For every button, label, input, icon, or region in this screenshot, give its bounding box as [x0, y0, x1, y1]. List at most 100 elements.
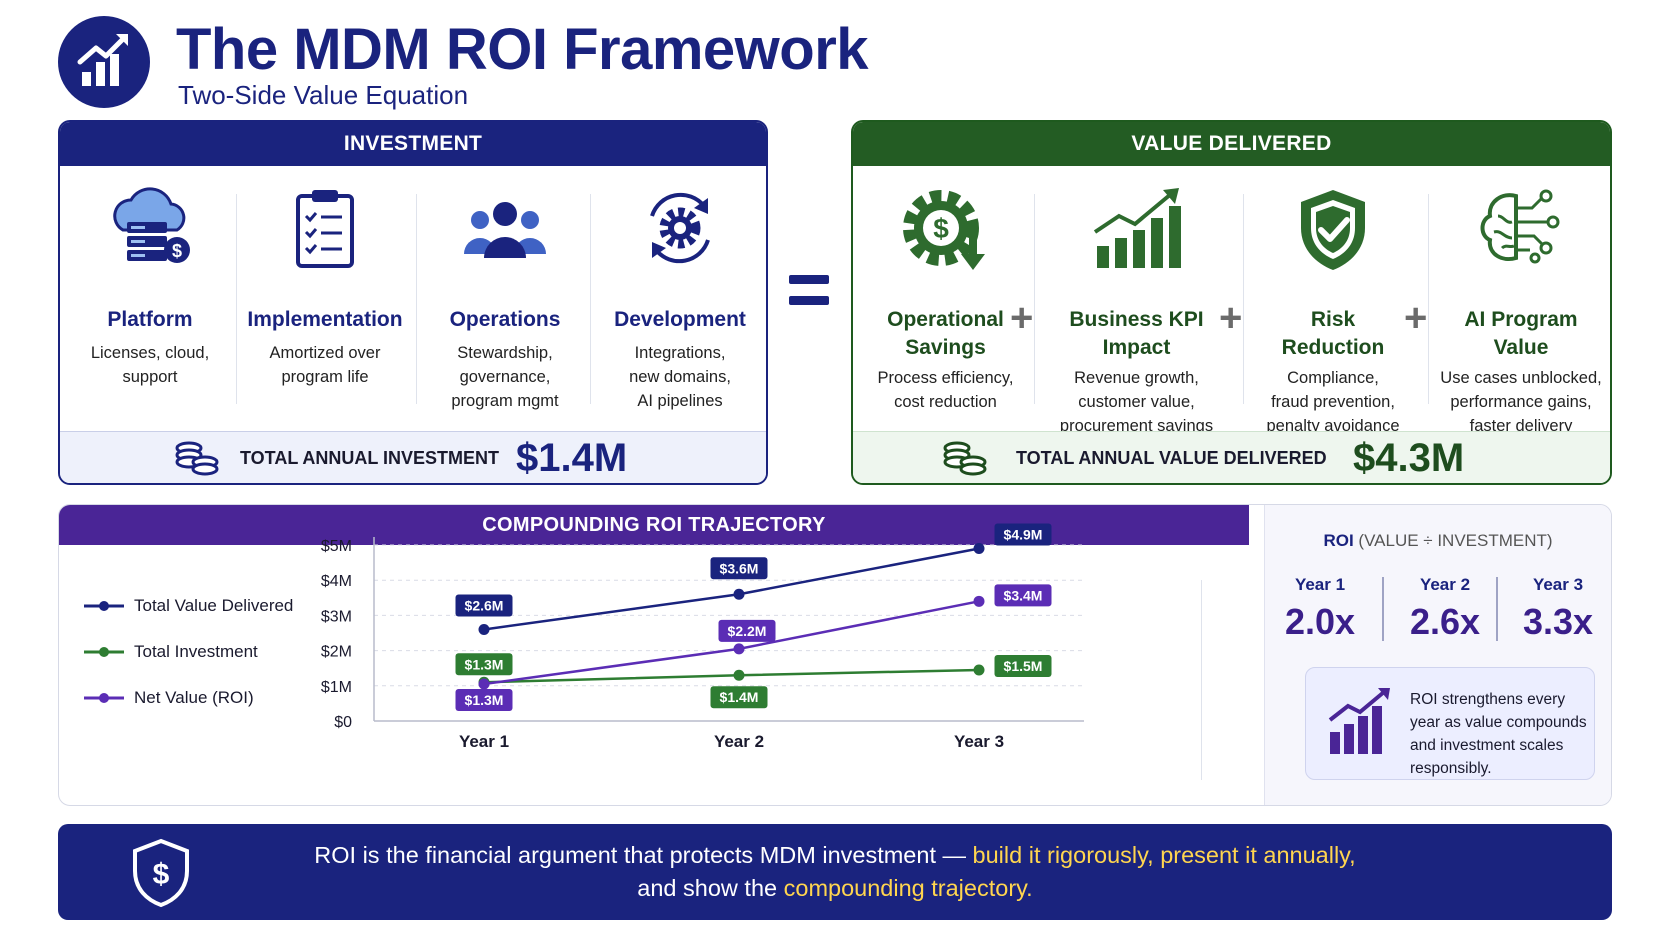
data-point: [733, 588, 745, 600]
desc-line: faster delivery: [1469, 417, 1573, 435]
investment-heading: INVESTMENT: [60, 122, 766, 166]
desc-line: support: [122, 368, 178, 386]
data-label-bg: [710, 557, 768, 580]
banner-line-1: ROI is the financial argument that prote…: [58, 842, 1612, 869]
banner-line-2: and show the compounding trajectory.: [58, 875, 1612, 902]
growth-bars-icon: [1091, 186, 1183, 279]
data-point: [973, 595, 985, 607]
desc-line: Licenses, cloud,: [90, 344, 210, 362]
coin-stack-icon: [943, 440, 987, 481]
y-tick-label: $2M: [321, 644, 352, 661]
data-label: $2.6M: [465, 597, 504, 613]
value-item-operational-savings: $ Operational Savings Process efficiency…: [863, 166, 1028, 426]
investment-total-label: TOTAL ANNUAL INVESTMENT: [240, 448, 500, 468]
equals-icon: [789, 275, 829, 307]
investment-item-name: Implementation: [247, 308, 403, 331]
data-label-bg: [994, 584, 1052, 607]
ai-brain-icon: [1476, 186, 1566, 275]
investment-item-name: Development: [614, 308, 746, 331]
value-item-desc: Use cases unblocked, performance gains, …: [1431, 366, 1610, 438]
investment-item-desc: Amortized over program life: [240, 341, 410, 389]
legend-label: Total Investment: [134, 642, 258, 661]
value-total-label: TOTAL ANNUAL VALUE DELIVERED: [1016, 448, 1327, 468]
data-label: $1.4M: [720, 689, 759, 705]
roi-note-text: ROI strengthens every year as value comp…: [1410, 691, 1587, 777]
roi-year-label: Year 3: [1532, 575, 1584, 594]
value-item-name: Business KPI Impact: [1039, 306, 1234, 362]
desc-line: Process efficiency,: [877, 369, 1014, 387]
value-panel: VALUE DELIVERED $ Operational Savings Pr…: [851, 120, 1612, 485]
divider: [1201, 580, 1202, 780]
divider: [1034, 194, 1035, 404]
data-label: $3.4M: [1004, 587, 1043, 603]
desc-line: Amortized over: [269, 344, 381, 362]
legend-label: Total Value Delivered: [134, 596, 294, 615]
clipboard-checklist-icon: [290, 186, 360, 275]
desc-line: cost reduction: [894, 393, 997, 411]
data-label-bg: [718, 619, 776, 642]
roi-year-label: Year 1: [1294, 575, 1346, 594]
roi-year-value: 2.6x: [1409, 601, 1481, 642]
value-items: $ Operational Savings Process efficiency…: [853, 166, 1610, 436]
value-item-name: Operational Savings: [863, 306, 1028, 362]
data-point: [478, 678, 490, 690]
roi-title-rest: (VALUE ÷ INVESTMENT): [1358, 531, 1553, 550]
desc-line: new domains,: [629, 368, 731, 386]
investment-total-value: $1.4M: [516, 436, 628, 480]
investment-item-implementation: Implementation Amortized over program li…: [240, 166, 410, 426]
data-label: $3.6M: [720, 560, 759, 576]
plus-icon: +: [1010, 296, 1034, 340]
roi-year-1: Year 1 2.0x: [1265, 575, 1375, 643]
data-point: [478, 623, 490, 635]
data-label: $1.3M: [465, 656, 504, 672]
desc-line: program mgmt: [451, 392, 559, 410]
desc-line: Stewardship,: [457, 344, 553, 362]
banner-highlight: compounding trajectory.: [783, 875, 1033, 901]
desc-line: fraud prevention,: [1271, 393, 1395, 411]
banner-text: ROI is the financial argument that prote…: [314, 842, 973, 868]
investment-item-desc: Licenses, cloud, support: [70, 341, 230, 389]
value-total-bar: TOTAL ANNUAL VALUE DELIVERED $4.3M: [853, 431, 1610, 483]
roi-note: ROI strengthens every year as value comp…: [1305, 667, 1595, 780]
header: The MDM ROI Framework Two-Side Value Equ…: [58, 16, 958, 111]
value-heading: VALUE DELIVERED: [853, 122, 1610, 166]
gear-dollar-icon: $: [899, 186, 993, 279]
roi-year-value: 3.3x: [1522, 601, 1594, 642]
y-tick-label: $5M: [321, 538, 352, 555]
roi-title-bold: ROI: [1323, 531, 1354, 550]
plus-icon: +: [1219, 296, 1243, 340]
value-item-name: AI Program Value: [1431, 306, 1610, 362]
desc-line: program life: [281, 368, 369, 386]
name-line: Business KPI: [1069, 308, 1204, 331]
x-tick-label: Year 2: [714, 732, 764, 751]
shield-dollar-icon: $: [130, 838, 192, 913]
data-label-bg: [455, 594, 513, 617]
desc-line: Revenue growth,: [1074, 369, 1199, 387]
name-line: Savings: [905, 336, 986, 359]
coin-stack-icon: [175, 440, 219, 481]
name-line: Value: [1493, 336, 1549, 359]
value-item-business-kpi: Business KPI Impact Revenue growth, cust…: [1039, 166, 1234, 435]
name-line: Risk: [1310, 308, 1356, 331]
name-line: Reduction: [1281, 336, 1385, 359]
desc-line: penalty avoidance: [1266, 417, 1400, 435]
investment-item-name: Operations: [449, 308, 561, 331]
desc-line: Compliance,: [1287, 369, 1379, 387]
value-item-risk-reduction: Risk Reduction Compliance, fraud prevent…: [1248, 166, 1418, 435]
growth-bars-icon: [1328, 688, 1390, 754]
divider: [1496, 577, 1498, 641]
data-label: $1.3M: [465, 692, 504, 708]
name-line: Impact: [1102, 336, 1171, 359]
roi-summary: ROI (VALUE ÷ INVESTMENT) Year 1 2.0x Yea…: [1264, 505, 1611, 805]
roi-year-2: Year 2 2.6x: [1390, 575, 1500, 643]
data-point: [973, 664, 985, 676]
svg-text:$: $: [933, 213, 949, 244]
roi-year-label: Year 2: [1419, 575, 1471, 594]
x-tick-label: Year 1: [459, 732, 509, 751]
data-label-bg: [994, 654, 1052, 677]
plus-icon: +: [1404, 296, 1428, 340]
name-line: AI Program: [1464, 308, 1578, 331]
banner-highlight: build it rigorously, present it annually…: [972, 842, 1356, 868]
data-label-bg: [455, 653, 513, 676]
data-point: [733, 669, 745, 681]
